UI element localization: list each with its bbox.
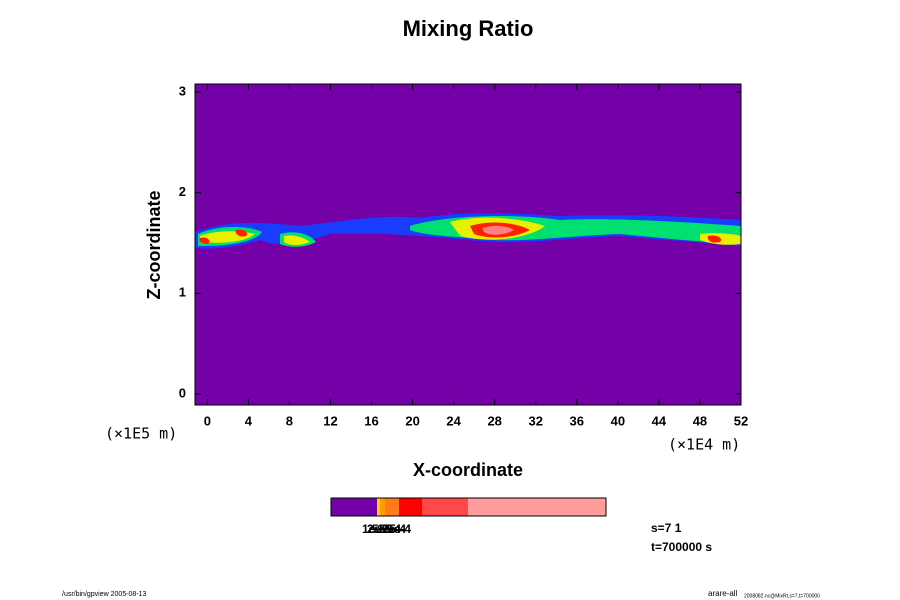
colorbar: 1e-52e-55e-51e-42e-45e-4 — [330, 497, 607, 536]
colorbar-label: 1e-4 — [377, 522, 401, 536]
x-axis-label: X-coordinate — [413, 460, 523, 480]
x-tick-label: 8 — [286, 413, 293, 428]
colorbar-label: 2e-4 — [382, 522, 406, 536]
x-tick-label: 32 — [529, 413, 543, 428]
chart-title: Mixing Ratio — [403, 16, 534, 41]
x-tick-label: 44 — [652, 413, 667, 428]
y-tick-label: 1 — [179, 285, 186, 300]
x-tick-label: 0 — [204, 413, 211, 428]
x-tick-label: 20 — [405, 413, 419, 428]
colorbar-segment — [380, 498, 385, 516]
colorbar-segment — [377, 498, 380, 516]
x-tick-label: 52 — [734, 413, 748, 428]
x-tick-label: 28 — [487, 413, 501, 428]
footer-right-sub: 2008082.nc@MixRt,s=7,t=700000 — [744, 593, 820, 599]
colorbar-segment — [331, 498, 377, 516]
colorbar-label: 2e-5 — [367, 522, 391, 536]
colorbar-label: 5e-4 — [387, 522, 411, 536]
colorbar-segment — [399, 498, 422, 516]
y-unit: (×1E5 m) — [105, 425, 177, 443]
x-tick-label: 36 — [570, 413, 584, 428]
footer-left: /usr/bin/gpview 2005-08-13 — [62, 591, 147, 598]
colorbar-frame — [330, 497, 607, 517]
info-text: s=7 1 — [651, 521, 682, 535]
x-tick-label: 48 — [693, 413, 707, 428]
colorbar-segment — [468, 498, 606, 516]
x-tick-label: 40 — [611, 413, 625, 428]
colorbar-segment — [422, 498, 468, 516]
colorbar-label: 1e-5 — [362, 522, 386, 536]
y-tick-label: 2 — [179, 184, 186, 199]
colorbar-label: 5e-5 — [372, 522, 396, 536]
x-tick-label: 12 — [323, 413, 337, 428]
footer-right: arare-all — [708, 589, 738, 598]
y-tick-label: 3 — [179, 83, 186, 98]
x-tick-label: 4 — [245, 413, 253, 428]
plot-frame — [194, 83, 742, 406]
contour-field — [195, 213, 741, 249]
info-text: t=700000 s — [651, 540, 712, 554]
colorbar-segment — [385, 498, 399, 516]
x-tick-label: 24 — [446, 413, 461, 428]
y-tick-label: 0 — [179, 385, 186, 400]
x-unit: (×1E4 m) — [668, 436, 740, 454]
x-tick-label: 16 — [364, 413, 378, 428]
y-axis-label: Z-coordinate — [144, 190, 164, 299]
plot-area — [195, 84, 741, 405]
